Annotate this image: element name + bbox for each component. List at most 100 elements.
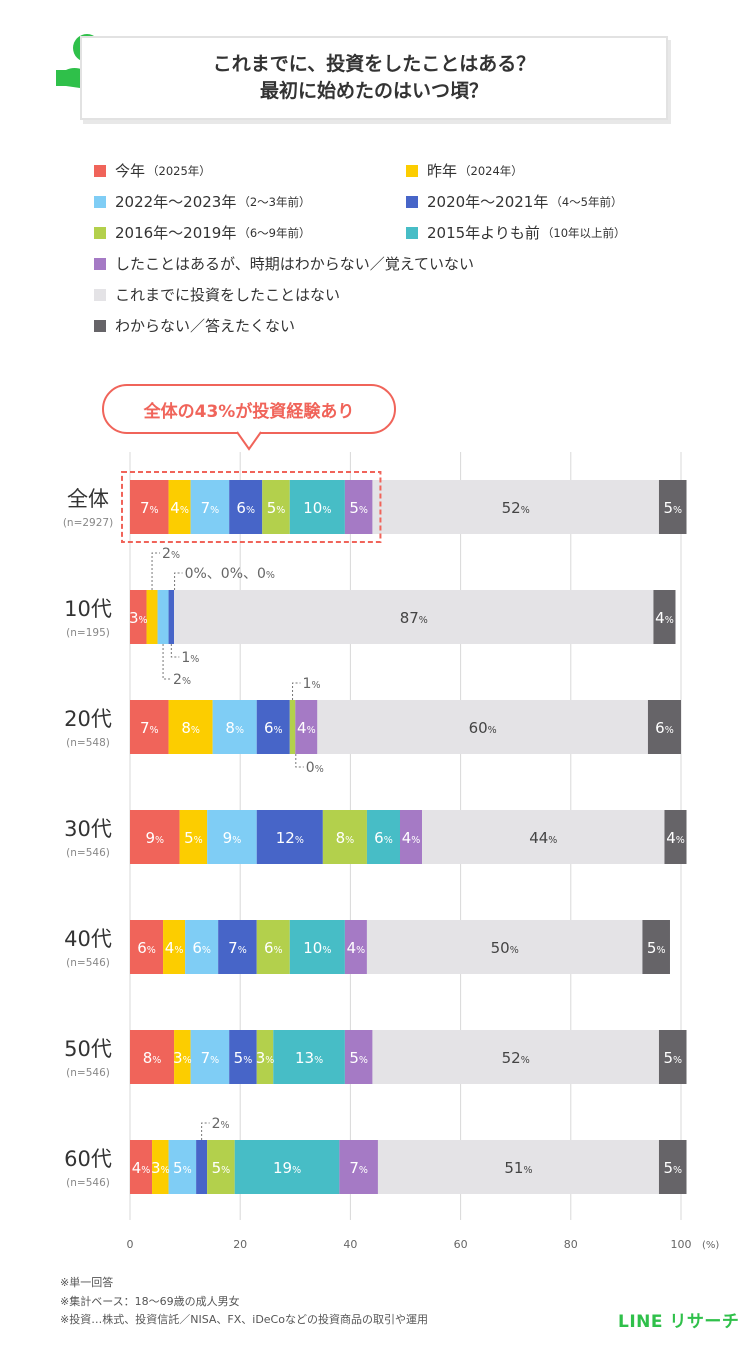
legend-swatch (94, 226, 106, 239)
title-box: これまでに、投資をしたことはある？ 最初に始めたのはいつ頃？ (80, 36, 668, 120)
x-tick-label: 40 (343, 1238, 357, 1251)
bar-segment (130, 1030, 175, 1084)
leader-line (174, 572, 183, 590)
bar-segment (179, 810, 208, 864)
bar-segment (262, 480, 290, 534)
x-unit-label: (%) (702, 1240, 719, 1251)
row-label: 10代 (64, 597, 112, 621)
bar-segment (344, 920, 367, 974)
row-label: 40代 (64, 927, 112, 951)
row-label: 全体 (67, 487, 109, 511)
outside-value-label: 2% (212, 1116, 230, 1132)
bar-segment (366, 920, 643, 974)
bar-segment (366, 810, 400, 864)
bar-segment (658, 1030, 687, 1084)
legend-item: わからない／答えたくない (94, 315, 295, 336)
bar-segment (152, 1140, 169, 1194)
bar-segment (322, 810, 367, 864)
x-tick-label: 80 (564, 1238, 578, 1251)
row-n-label: (n=546) (66, 957, 110, 969)
row-label: 20代 (64, 707, 112, 731)
legend-sublabel: （6～9年前） (238, 225, 311, 240)
bar-segment (664, 810, 687, 864)
footnotes: ※単一回答 ※集計ベース：18～69歳の成人男女 ※投資…株式、投資信託／NIS… (60, 1274, 428, 1330)
legend-item: 昨年 （2024年） (406, 160, 523, 181)
bar-segment (647, 700, 681, 754)
bar-segment (273, 1030, 345, 1084)
legend-swatch (406, 164, 418, 177)
bar-segment (372, 1030, 659, 1084)
bar-segment (190, 1030, 230, 1084)
legend-item: これまでに投資をしたことはない (94, 284, 340, 305)
bar-segment (168, 590, 175, 644)
legend-label: 昨年 (427, 162, 458, 180)
bar-segment (229, 480, 263, 534)
callout-tail (237, 431, 261, 451)
callout-bubble: 全体の43%が投資経験あり (102, 384, 396, 434)
row-n-label: (n=546) (66, 847, 110, 859)
bar-segment (377, 1140, 659, 1194)
brand-logo: LINE リサーチ (618, 1312, 740, 1332)
bar-segment (130, 1140, 153, 1194)
highlight-box (121, 471, 382, 543)
bar-segment (234, 1140, 340, 1194)
outside-value-label: 2% (162, 546, 180, 562)
bar-segment (130, 810, 180, 864)
row-n-label: (n=546) (66, 1177, 110, 1189)
legend-item: 2015年よりも前 （10年以上前） (406, 222, 626, 243)
bar-segment (653, 590, 676, 644)
bar-segment (289, 480, 345, 534)
bar-segment (256, 810, 323, 864)
legend-item: 2020年～2021年 （4～5年前） (406, 191, 623, 212)
row-n-label: (n=546) (66, 1067, 110, 1079)
legend-swatch (94, 164, 106, 177)
row-n-label: (n=548) (66, 737, 110, 749)
legend-sublabel: （4～5年前） (550, 194, 623, 209)
bar-segment (163, 920, 186, 974)
bar-segment (344, 1030, 373, 1084)
bar-segment (229, 1030, 257, 1084)
bar-segment (658, 1140, 687, 1194)
leader-line (295, 754, 304, 768)
bar-segment (185, 920, 219, 974)
bar-segment (168, 700, 213, 754)
legend-item: 2016年～2019年 （6～9年前） (94, 222, 311, 243)
bar-segment (295, 700, 318, 754)
legend-label: 今年 (115, 162, 146, 180)
row-label: 30代 (64, 817, 112, 841)
bar-segment (399, 810, 423, 864)
legend-label: 2020年～2021年 (427, 193, 549, 211)
legend-label: わからない／答えたくない (115, 317, 296, 335)
bar-segment (130, 920, 164, 974)
leader-line (201, 1122, 210, 1140)
outside-value-label: 2% (173, 672, 191, 688)
legend-sublabel: （2025年） (147, 163, 211, 178)
bar-segment (256, 700, 290, 754)
bar-segment (146, 590, 158, 644)
x-tick-label: 20 (233, 1238, 247, 1251)
legend-sublabel: （10年以上前） (541, 225, 626, 240)
bar-segment (372, 480, 659, 534)
leader-line (151, 552, 161, 590)
bar-segment (207, 1140, 235, 1194)
bar-segment (642, 920, 670, 974)
bar-segment (218, 920, 257, 974)
legend-item: 今年 （2025年） (94, 160, 211, 181)
x-tick-label: 100 (671, 1238, 692, 1251)
legend-item: したことはあるが、時期はわからない／覚えていない (94, 253, 474, 274)
bar-segment (130, 590, 147, 644)
legend-swatch (94, 319, 106, 332)
x-tick-label: 60 (454, 1238, 468, 1251)
footnote: ※集計ベース：18～69歳の成人男女 (60, 1294, 240, 1308)
legend-sublabel: （2024年） (459, 163, 523, 178)
bar-segment (658, 480, 687, 534)
outside-value-label: 1% (181, 650, 199, 666)
legend-label: 2015年よりも前 (427, 224, 540, 242)
row-label: 50代 (64, 1037, 112, 1061)
bar-segment (157, 590, 169, 644)
leader-line (292, 682, 301, 700)
bar-segment (130, 700, 169, 754)
bar-segment (196, 1140, 208, 1194)
legend-label: したことはあるが、時期はわからない／覚えていない (115, 255, 474, 273)
